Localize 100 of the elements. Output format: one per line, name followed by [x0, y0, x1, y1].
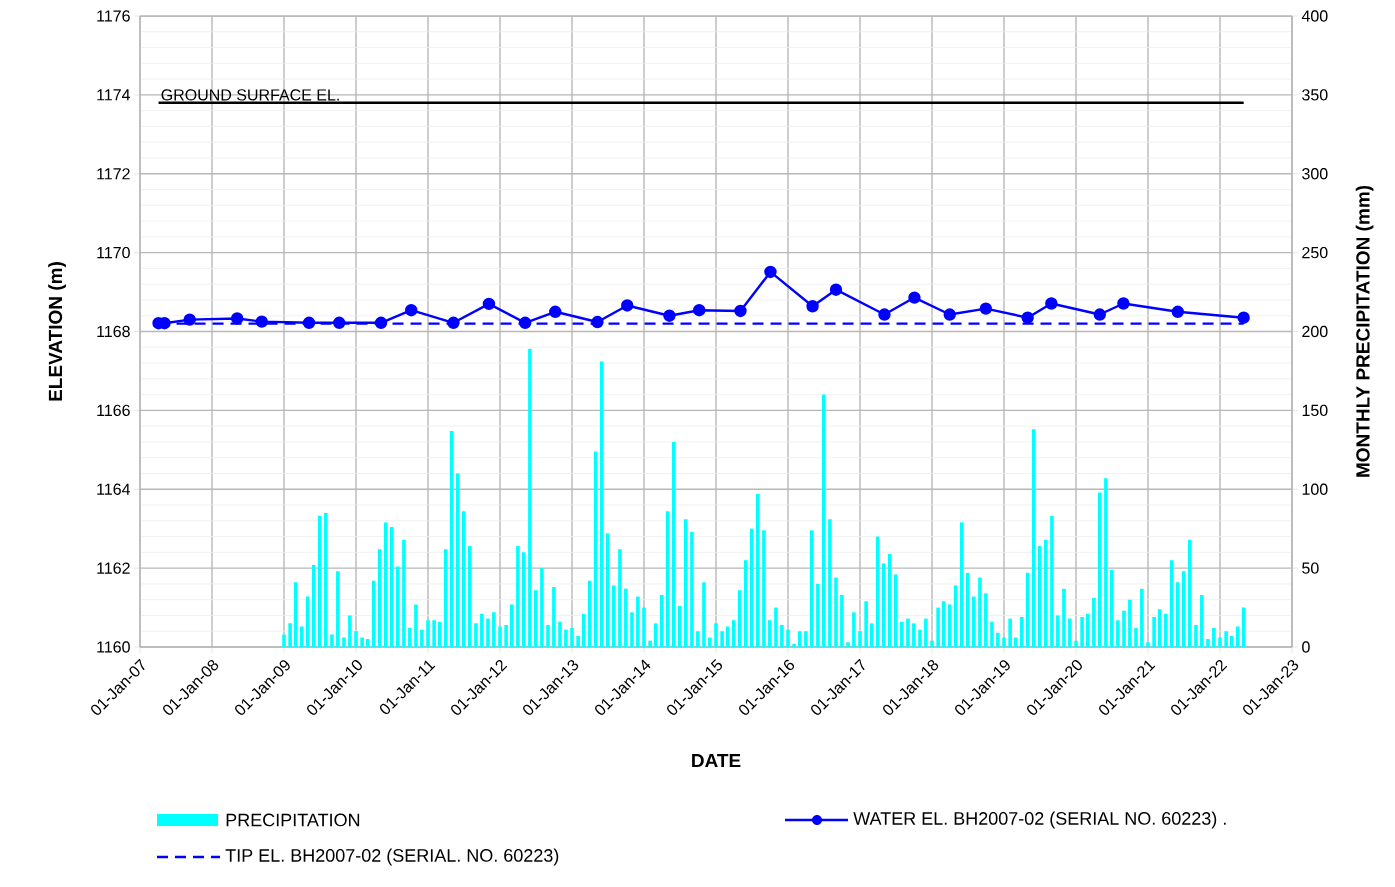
bar: [696, 631, 700, 647]
y-tick-label: 1166: [97, 404, 130, 417]
bar: [1146, 642, 1150, 647]
bar: [947, 604, 952, 647]
y2-tick-label: 350: [1302, 89, 1328, 101]
point: [255, 315, 268, 328]
y-tick-label: 1170: [97, 246, 130, 259]
bar: [389, 527, 394, 647]
y-tick-label: 1176: [97, 10, 130, 22]
bar: [1206, 639, 1210, 647]
point: [1237, 311, 1250, 324]
bar: [1080, 617, 1084, 647]
bar: [443, 549, 448, 647]
bar: [900, 621, 904, 647]
bar: [468, 546, 472, 647]
bar: [1116, 620, 1120, 647]
point: [663, 309, 676, 322]
bar: [1134, 628, 1138, 647]
bar: [743, 560, 748, 647]
bar: [324, 512, 328, 647]
bar: [1092, 598, 1096, 647]
bar: [822, 394, 826, 647]
ref-line-label: GROUND SURFACE EL.: [161, 89, 339, 101]
point: [1021, 311, 1034, 324]
bar: [576, 635, 580, 647]
point: [979, 302, 993, 315]
bar: [774, 607, 778, 647]
bar: [1031, 429, 1036, 647]
bar: [624, 588, 628, 647]
bar: [1068, 618, 1072, 647]
y2-tick-label: 300: [1302, 168, 1328, 180]
bar: [786, 629, 790, 647]
point: [183, 313, 196, 326]
point: [374, 316, 388, 330]
bar: [1218, 637, 1222, 647]
y2-tick-label: 50: [1302, 562, 1319, 574]
bar: [972, 596, 976, 647]
bar: [1163, 613, 1168, 647]
bar: [371, 580, 376, 647]
bar: [311, 564, 316, 647]
bar: [288, 623, 292, 647]
bar: [383, 522, 388, 647]
bar: [887, 553, 892, 647]
bar: [959, 522, 964, 647]
bar: [299, 626, 304, 647]
bar: [420, 629, 424, 647]
bar: [834, 577, 838, 647]
bar: [828, 519, 832, 647]
bar: [708, 637, 712, 647]
bar: [498, 626, 502, 647]
bar: [1008, 618, 1012, 647]
point: [447, 316, 460, 330]
bar: [330, 634, 334, 647]
bar: [659, 594, 664, 647]
bar: [516, 546, 520, 647]
y2-tick-label: 100: [1302, 483, 1328, 495]
bar: [1200, 594, 1204, 647]
bar: [965, 572, 970, 647]
bar: [642, 607, 646, 647]
bar: [618, 549, 622, 647]
bar: [360, 637, 364, 647]
x-axis-title: DATE: [692, 754, 741, 768]
bar: [1062, 588, 1066, 647]
bar: [522, 552, 526, 647]
bar: [864, 601, 868, 647]
bar: [906, 618, 910, 647]
point: [908, 291, 921, 304]
point: [405, 303, 418, 317]
legend-label: TIP EL. BH2007-02 (SERIAL. NO. 60223): [225, 848, 559, 866]
bar: [648, 640, 652, 647]
bar: [540, 568, 544, 647]
bar: [702, 582, 706, 647]
y2-axis-title: MONTHLY PRECIPITATION (mm): [1355, 185, 1374, 477]
y-tick-label: 1164: [97, 483, 131, 495]
y-tick-label: 1168: [97, 325, 130, 338]
point: [549, 305, 562, 318]
bar: [671, 441, 676, 647]
bar: [852, 612, 856, 647]
bar: [731, 620, 736, 647]
bar: [684, 519, 688, 647]
bar: [749, 528, 754, 647]
bar: [1188, 539, 1192, 647]
y2-tick-label: 200: [1302, 325, 1328, 338]
bar: [858, 631, 862, 647]
point: [1171, 305, 1184, 318]
bar: [840, 594, 844, 647]
y2-tick-label: 150: [1302, 404, 1328, 417]
bar: [564, 629, 568, 647]
bar: [474, 623, 478, 647]
y2-tick-label: 250: [1302, 246, 1328, 259]
y-axis-title: ELEVATION (m): [48, 262, 66, 401]
bar: [1212, 628, 1216, 647]
bar: [570, 628, 574, 647]
bar: [605, 533, 610, 647]
bar: [768, 620, 772, 647]
point: [591, 315, 604, 329]
bar: [756, 493, 760, 647]
bar: [528, 348, 532, 647]
bar: [804, 631, 808, 647]
bar: [930, 640, 934, 647]
